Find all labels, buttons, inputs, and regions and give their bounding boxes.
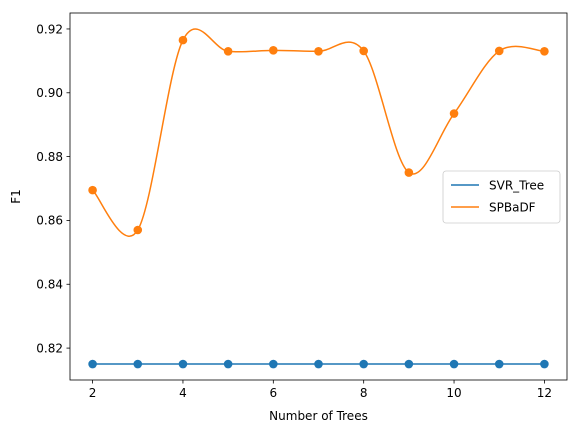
- data-point-spbadf: [314, 46, 323, 56]
- data-point-spbadf: [404, 168, 414, 177]
- data-point-svr-tree: [494, 359, 504, 369]
- y-tick-label: 0.92: [36, 22, 63, 36]
- legend-label-spbadf: SPBaDF: [489, 200, 536, 214]
- x-tick-label: 8: [360, 386, 368, 400]
- x-tick-label: 10: [446, 386, 461, 400]
- data-point-svr-tree: [314, 359, 323, 369]
- data-point-spbadf: [88, 185, 97, 195]
- data-point-svr-tree: [223, 359, 233, 369]
- plot-area: [88, 28, 549, 369]
- data-point-spbadf: [178, 35, 188, 45]
- axis-ticks: 2 4 6 8 10 12 0.82 0.84 0.86 0.88 0.90 0.92: [36, 22, 552, 400]
- data-point-svr-tree: [178, 359, 188, 369]
- data-point-spbadf: [494, 46, 504, 56]
- y-axis-label: F1: [9, 189, 23, 204]
- data-point-svr-tree: [88, 359, 97, 369]
- legend: SVR_Tree SPBaDF: [442, 170, 561, 224]
- y-tick-label: 0.88: [36, 150, 63, 164]
- x-tick-label: 6: [269, 386, 277, 400]
- data-point-svr-tree: [269, 359, 278, 369]
- data-point-spbadf: [540, 46, 549, 56]
- data-point-spbadf: [269, 46, 278, 55]
- x-tick-label: 2: [89, 386, 97, 400]
- y-tick-label: 0.82: [36, 341, 63, 355]
- axes-frame: [69, 12, 568, 381]
- data-point-svr-tree: [133, 359, 143, 369]
- data-point-svr-tree: [449, 359, 459, 369]
- x-tick-label: 4: [179, 386, 187, 400]
- data-point-spbadf: [223, 46, 233, 56]
- x-tick-label: 12: [537, 386, 552, 400]
- legend-box: [442, 170, 561, 224]
- data-point-svr-tree: [359, 359, 368, 369]
- data-point-spbadf: [359, 46, 368, 56]
- y-tick-label: 0.86: [36, 214, 63, 228]
- data-point-svr-tree: [540, 359, 549, 369]
- y-tick-label: 0.90: [36, 86, 63, 100]
- data-point-svr-tree: [404, 359, 414, 369]
- y-tick-label: 0.84: [36, 278, 63, 292]
- x-axis-label: Number of Trees: [269, 409, 368, 423]
- legend-label-svr-tree: SVR_Tree: [489, 178, 544, 192]
- data-point-spbadf: [449, 109, 459, 118]
- data-point-spbadf: [133, 225, 143, 235]
